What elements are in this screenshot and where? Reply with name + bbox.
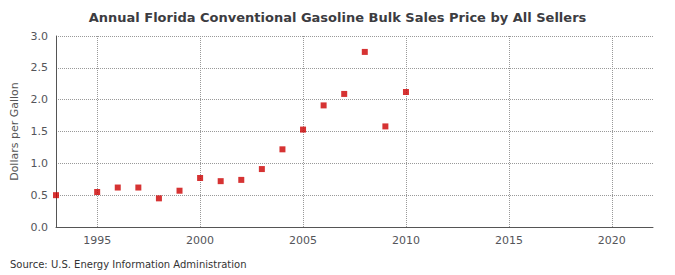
svg-text:2020: 2020 — [598, 234, 626, 247]
svg-text:1.0: 1.0 — [31, 157, 49, 170]
svg-text:0.5: 0.5 — [31, 189, 49, 202]
svg-text:2010: 2010 — [392, 234, 420, 247]
svg-text:0.0: 0.0 — [31, 221, 49, 234]
svg-text:2000: 2000 — [186, 234, 214, 247]
svg-text:2.0: 2.0 — [31, 93, 49, 106]
svg-text:Dollars per Gallon: Dollars per Gallon — [8, 82, 21, 181]
svg-text:2.5: 2.5 — [31, 61, 49, 74]
svg-text:1995: 1995 — [83, 234, 111, 247]
svg-text:3.0: 3.0 — [31, 30, 49, 43]
svg-text:1.5: 1.5 — [31, 125, 49, 138]
svg-text:2005: 2005 — [289, 234, 317, 247]
svg-text:Source: U.S. Energy Informatio: Source: U.S. Energy Information Administ… — [10, 259, 247, 270]
svg-text:2015: 2015 — [495, 234, 523, 247]
svg-text:Annual Florida Conventional Ga: Annual Florida Conventional Gasoline Bul… — [89, 10, 587, 25]
